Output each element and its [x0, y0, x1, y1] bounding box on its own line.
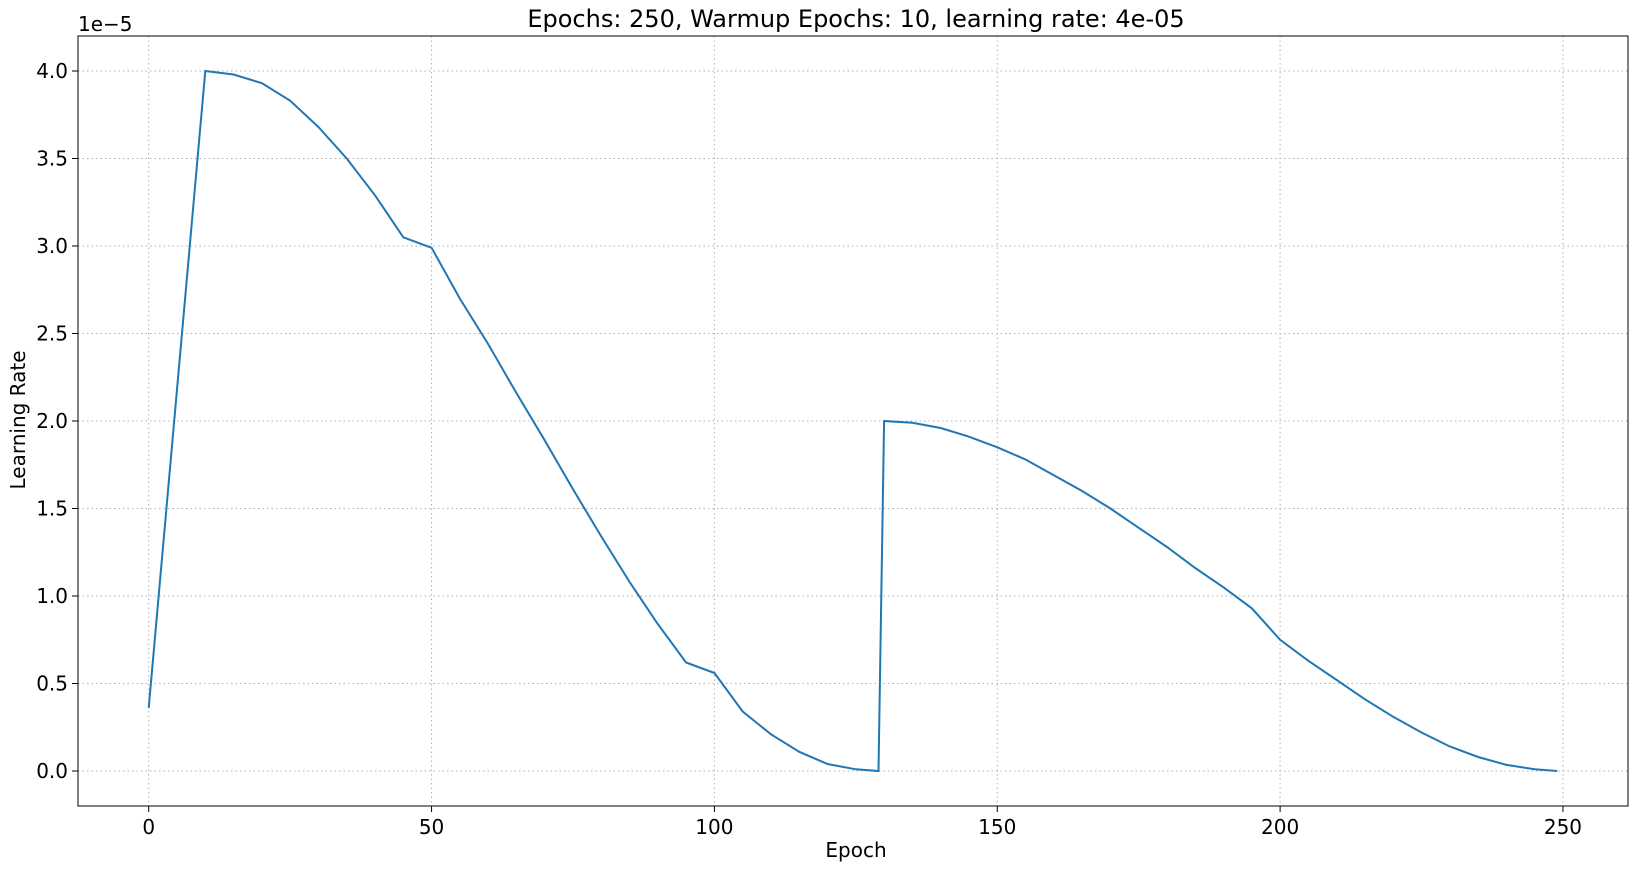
- x-tick-label: 200: [1261, 815, 1299, 839]
- y-tick-label: 4.0: [36, 59, 68, 83]
- y-tick-label: 1.5: [36, 497, 68, 521]
- x-tick-label: 0: [142, 815, 155, 839]
- y-tick-label: 2.0: [36, 409, 68, 433]
- y-tick-label: 0.0: [36, 759, 68, 783]
- y-offset-label: 1e−5: [78, 12, 133, 36]
- y-axis-title: Learning Rate: [6, 350, 30, 489]
- x-tick-label: 250: [1544, 815, 1582, 839]
- x-tick-label: 150: [978, 815, 1016, 839]
- y-tick-label: 3.0: [36, 234, 68, 258]
- y-tick-label: 0.5: [36, 672, 68, 696]
- learning-rate-line: [147, 69, 1558, 773]
- x-tick-label: 100: [695, 815, 733, 839]
- x-axis: 0 50 100 150 200 250: [142, 806, 1582, 839]
- x-axis-title: Epoch: [825, 838, 886, 862]
- y-tick-label: 2.5: [36, 322, 68, 346]
- x-tick-label: 50: [419, 815, 444, 839]
- grid: [78, 36, 1628, 806]
- y-axis: 0.0 0.5 1.0 1.5 2.0 2.5 3.0 3.5 4.0: [36, 59, 78, 783]
- chart-title: Epochs: 250, Warmup Epochs: 10, learning…: [527, 5, 1184, 33]
- y-tick-label: 3.5: [36, 147, 68, 171]
- y-tick-label: 1.0: [36, 584, 68, 608]
